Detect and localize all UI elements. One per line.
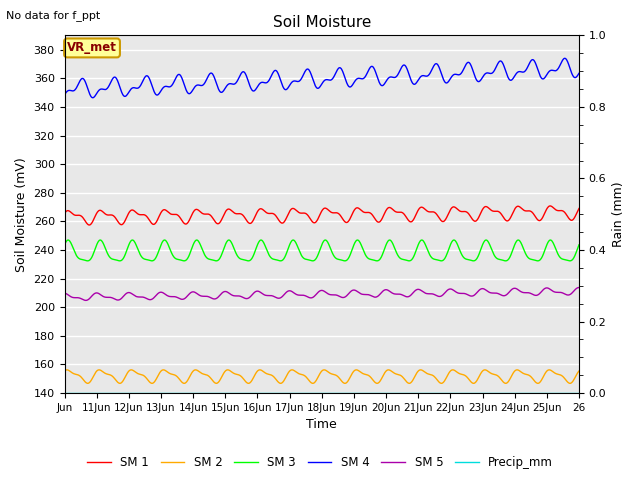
SM 2: [113, 379, 121, 384]
Title: Soil Moisture: Soil Moisture: [273, 15, 371, 30]
Y-axis label: Rain (mm): Rain (mm): [612, 181, 625, 247]
SM 5: [462, 291, 470, 297]
Line: SM 2: SM 2: [65, 370, 579, 384]
SM 2: [373, 381, 381, 386]
SM 5: [114, 297, 122, 303]
SM 5: [575, 285, 583, 290]
SM 1: [114, 218, 122, 224]
Precip_mm: [575, 390, 583, 396]
Precip_mm: [269, 390, 276, 396]
SM 2: [472, 379, 480, 384]
SM 1: [415, 207, 422, 213]
SM 5: [61, 290, 68, 296]
SM 3: [61, 242, 68, 248]
SM 2: [287, 367, 295, 373]
Text: VR_met: VR_met: [67, 41, 117, 54]
Line: SM 1: SM 1: [65, 206, 579, 225]
Precip_mm: [113, 390, 121, 396]
SM 5: [269, 293, 277, 299]
SM 4: [575, 71, 583, 76]
SM 1: [575, 205, 583, 211]
SM 3: [462, 256, 470, 262]
SM 4: [61, 92, 68, 97]
SM 2: [385, 367, 392, 373]
SM 3: [472, 257, 479, 263]
SM 5: [288, 288, 296, 294]
Precip_mm: [471, 390, 479, 396]
SM 1: [85, 222, 93, 228]
SM 2: [269, 373, 276, 379]
SM 1: [547, 203, 554, 209]
SM 3: [534, 258, 541, 264]
SM 4: [89, 95, 97, 101]
Legend: SM 1, SM 2, SM 3, SM 4, SM 5, Precip_mm: SM 1, SM 2, SM 3, SM 4, SM 5, Precip_mm: [83, 452, 557, 474]
SM 2: [575, 368, 583, 374]
SM 1: [288, 206, 296, 212]
SM 5: [415, 287, 422, 292]
SM 2: [415, 368, 422, 373]
SM 4: [472, 75, 479, 81]
SM 3: [575, 242, 583, 248]
Precip_mm: [287, 390, 295, 396]
SM 1: [269, 211, 277, 216]
SM 1: [472, 218, 479, 224]
Precip_mm: [414, 390, 422, 396]
SM 3: [113, 257, 121, 263]
SM 2: [463, 374, 470, 380]
SM 3: [269, 256, 276, 262]
Line: SM 3: SM 3: [65, 240, 579, 261]
Line: SM 4: SM 4: [65, 59, 579, 98]
SM 4: [114, 78, 122, 84]
Text: No data for f_ppt: No data for f_ppt: [6, 10, 100, 21]
SM 4: [269, 70, 277, 75]
SM 4: [561, 56, 568, 61]
SM 5: [82, 298, 90, 303]
Precip_mm: [61, 390, 68, 396]
Line: SM 5: SM 5: [65, 288, 579, 300]
SM 1: [61, 211, 68, 216]
SM 4: [462, 61, 470, 67]
Precip_mm: [462, 390, 470, 396]
SM 4: [415, 77, 422, 83]
SM 3: [287, 239, 295, 245]
SM 3: [289, 237, 297, 243]
SM 1: [462, 209, 470, 215]
X-axis label: Time: Time: [307, 419, 337, 432]
SM 4: [288, 80, 296, 85]
SM 2: [61, 368, 68, 374]
SM 3: [415, 242, 422, 248]
Y-axis label: Soil Moisture (mV): Soil Moisture (mV): [15, 157, 28, 272]
SM 5: [472, 291, 479, 297]
